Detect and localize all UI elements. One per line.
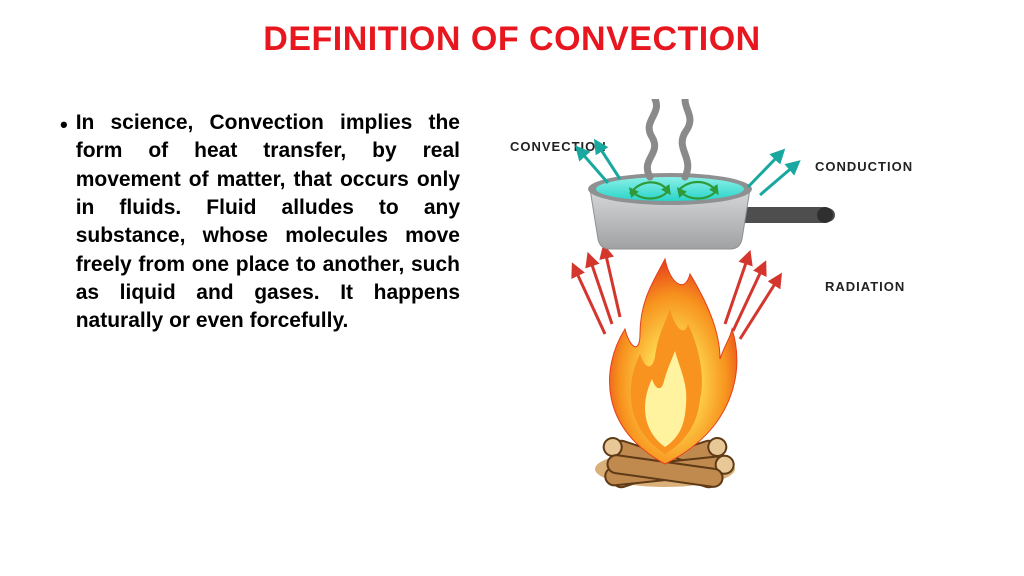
steam-icon [647,99,690,177]
conduction-arrows [748,154,795,195]
flame-icon [610,259,737,464]
heat-transfer-diagram [490,99,950,519]
bullet-marker: • [60,109,68,139]
bullet-item: • In science, Convection implies the for… [60,109,460,336]
body-text: In science, Convection implies the form … [76,109,460,336]
diagram-column: CONVECTION CONDUCTION RADIATION [480,109,994,529]
text-column: • In science, Convection implies the for… [30,109,460,529]
convection-arrows [580,145,620,183]
content-row: • In science, Convection implies the for… [0,59,1024,529]
page-title: DEFINITION OF CONVECTION [0,0,1024,59]
pot-icon [588,173,835,249]
